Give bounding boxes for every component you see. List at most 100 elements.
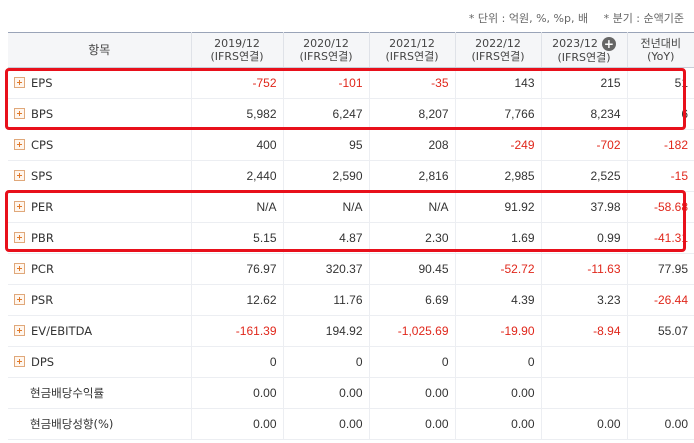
value-cell: 0 (190, 346, 283, 378)
value-cell: -752 (190, 67, 283, 99)
value-cell: 5.15 (190, 222, 283, 254)
value-cell: -11.63 (540, 253, 627, 285)
value-cell: -35 (368, 67, 455, 99)
value-cell: 0.00 (282, 377, 369, 409)
value-cell: 2,590 (282, 160, 369, 192)
header-item: 항목 (8, 32, 191, 68)
value-cell: 76.97 (190, 253, 283, 285)
value-cell: -161.39 (190, 315, 283, 347)
value-cell: 2,985 (454, 160, 541, 192)
table-row: 현금배당수익률 0.00 0.00 0.00 0.00 (8, 377, 694, 409)
value-cell: 400 (190, 129, 283, 161)
value-cell: N/A (368, 191, 455, 223)
expand-plus-icon[interactable] (14, 108, 25, 119)
value-cell: 95 (282, 129, 369, 161)
header-period: 2021/12 (IFRS연결) (368, 32, 455, 68)
row-label-text: PSR (31, 293, 54, 307)
value-cell: 8,207 (368, 98, 455, 130)
table-row: 현금배당성향(%) 0.00 0.00 0.00 0.00 0.00 0.00 (8, 408, 694, 440)
expand-plus-icon[interactable] (14, 294, 25, 305)
value-cell: 11.76 (282, 284, 369, 316)
row-label: PSR (8, 284, 191, 316)
table-row: EV/EBITDA -161.39 194.92 -1,025.69 -19.90 -8.… (8, 315, 694, 347)
value-cell: 6 (626, 98, 694, 130)
value-cell: 51 (626, 67, 694, 99)
row-label-text: SPS (31, 169, 53, 183)
row-label-text: PER (31, 200, 54, 214)
value-cell: 4.39 (454, 284, 541, 316)
row-label: SPS (8, 160, 191, 192)
value-cell: 77.95 (626, 253, 694, 285)
value-cell: -41.31 (626, 222, 694, 254)
expand-plus-icon[interactable] (14, 356, 25, 367)
table-row: PBR 5.15 4.87 2.30 1.69 0.99 -41.31 (8, 222, 694, 254)
expand-plus-icon[interactable] (14, 232, 25, 243)
value-cell: 5,982 (190, 98, 283, 130)
expand-plus-icon[interactable] (14, 139, 25, 150)
value-cell: 0.00 (454, 377, 541, 409)
value-cell: 0.00 (626, 408, 694, 440)
value-cell: 4.87 (282, 222, 369, 254)
table-row: PCR 76.97 320.37 90.45 -52.72 -11.63 77.95 (8, 253, 694, 285)
value-cell: 143 (454, 67, 541, 99)
value-cell: 55.07 (626, 315, 694, 347)
table-row: DPS 0 0 0 0 (8, 346, 694, 378)
header-period: 2022/12 (IFRS연결) (454, 32, 541, 68)
value-cell: 37.98 (540, 191, 627, 223)
value-cell (540, 377, 627, 409)
unit-note: * 단위 : 억원, %, %p, 배 (468, 12, 589, 25)
row-label: 현금배당수익률 (8, 377, 191, 409)
financial-ratio-table: 항목 2019/12 (IFRS연결) 2020/12 (IFRS연결) 2021/… (8, 32, 694, 440)
value-cell: 0.00 (190, 408, 283, 440)
value-cell: 215 (540, 67, 627, 99)
value-cell: -249 (454, 129, 541, 161)
value-cell: 1.69 (454, 222, 541, 254)
table-notes: * 단위 : 억원, %, %p, 배 * 분기 : 순액기준 (457, 10, 684, 26)
value-cell: -702 (540, 129, 627, 161)
value-cell: 90.45 (368, 253, 455, 285)
value-cell: 320.37 (282, 253, 369, 285)
row-label-text: PCR (31, 262, 54, 276)
row-label: DPS (8, 346, 191, 378)
expand-plus-icon[interactable] (14, 77, 25, 88)
table-row: BPS 5,982 6,247 8,207 7,766 8,234 6 (8, 98, 694, 130)
expand-plus-icon[interactable] (14, 263, 25, 274)
row-label: EV/EBITDA (8, 315, 191, 347)
header-row: 항목 2019/12 (IFRS연결) 2020/12 (IFRS연결) 2021/… (8, 32, 694, 68)
expand-plus-icon[interactable] (14, 201, 25, 212)
value-cell: 2,816 (368, 160, 455, 192)
header-period: 2023/12 + (IFRS연결) (540, 32, 627, 68)
value-cell: 2,440 (190, 160, 283, 192)
expand-plus-icon[interactable] (14, 170, 25, 181)
row-label: PBR (8, 222, 191, 254)
row-label: EPS (8, 67, 191, 99)
value-cell: -52.72 (454, 253, 541, 285)
value-cell: 0.00 (282, 408, 369, 440)
value-cell: 194.92 (282, 315, 369, 347)
value-cell: 6.69 (368, 284, 455, 316)
value-cell: 91.92 (454, 191, 541, 223)
row-label: BPS (8, 98, 191, 130)
add-column-icon[interactable]: + (601, 36, 616, 51)
row-label: CPS (8, 129, 191, 161)
value-cell: N/A (282, 191, 369, 223)
table-row: SPS 2,440 2,590 2,816 2,985 2,525 -15 (8, 160, 694, 192)
period-note: * 분기 : 순액기준 (603, 12, 684, 25)
value-cell: N/A (190, 191, 283, 223)
row-label-text: PBR (31, 231, 54, 245)
expand-plus-icon[interactable] (14, 325, 25, 336)
value-cell: 0.00 (368, 377, 455, 409)
row-label: 현금배당성향(%) (8, 408, 191, 440)
row-label-text: EPS (31, 76, 53, 90)
value-cell: -8.94 (540, 315, 627, 347)
table-row: PER N/A N/A N/A 91.92 37.98 -58.68 (8, 191, 694, 223)
table-row: PSR 12.62 11.76 6.69 4.39 3.23 -26.44 (8, 284, 694, 316)
value-cell: 12.62 (190, 284, 283, 316)
value-cell: 0.00 (368, 408, 455, 440)
value-cell: -182 (626, 129, 694, 161)
value-cell: -26.44 (626, 284, 694, 316)
value-cell: 8,234 (540, 98, 627, 130)
header-yoy: 전년대비 (YoY) (626, 32, 694, 68)
value-cell: 0.00 (190, 377, 283, 409)
value-cell (540, 346, 627, 378)
